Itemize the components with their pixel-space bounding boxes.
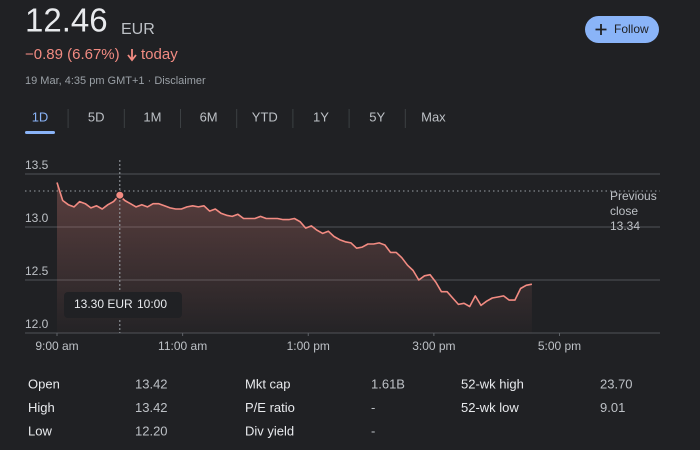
stat-value: - [371, 400, 375, 415]
active-tab-underline [25, 131, 55, 134]
down-arrow [127, 49, 137, 62]
stat-label: P/E ratio [245, 400, 295, 415]
y-tick-label: 13.5 [25, 158, 49, 172]
range-tab[interactable]: 1D [32, 109, 49, 124]
follow-label[interactable]: Follow [614, 22, 649, 36]
stat-label: 52-wk low [461, 400, 519, 415]
plus-icon [595, 24, 607, 35]
timestamp-text: 19 Mar, 4:35 pm GMT+1 · [25, 75, 154, 87]
stat-label: High [28, 400, 55, 415]
stat-label: Div yield [245, 423, 294, 438]
stat-label: Low [28, 423, 52, 438]
range-tab[interactable]: 1Y [313, 109, 329, 124]
y-tick-label: 13.0 [25, 211, 49, 225]
disclaimer[interactable]: Disclaimer [154, 75, 206, 87]
previous-close-value: 13.34 [610, 218, 641, 233]
x-tick-label: 5:00 pm [538, 339, 581, 353]
stat-value: 13.42 [135, 400, 168, 415]
range-tabs: 1D 5D 1M 6M YTD 1Y 5Y Max [25, 109, 446, 134]
x-tick-label: 3:00 pm [412, 339, 455, 353]
stat-label: 52-wk high [461, 376, 524, 391]
range-tab[interactable]: Max [421, 109, 446, 124]
follow-bg[interactable] [585, 16, 659, 43]
currency: EUR [121, 21, 155, 38]
timestamp: 19 Mar, 4:35 pm GMT+1 · Disclaimer [25, 75, 206, 87]
stats: Open 13.42 High 13.42 Low 12.20 Mkt cap 1.61B P/… [28, 376, 633, 438]
range-tab[interactable]: 1M [143, 109, 161, 124]
range-tab[interactable]: 6M [200, 109, 218, 124]
hover-point [115, 190, 125, 200]
range-tab[interactable]: 5D [88, 109, 105, 124]
stat-value: 13.42 [135, 376, 168, 391]
follow-button[interactable]: Follow [585, 16, 659, 43]
previous-close-label: Previous close [610, 188, 657, 218]
chart: 12.0 12.5 13.0 13.5 9:00 am 11:00 am 1:00 pm 3:… [25, 158, 660, 353]
change-suffix: today [141, 46, 178, 63]
y-tick-label: 12.5 [25, 264, 49, 278]
price-line [56, 182, 533, 308]
range-tab[interactable]: YTD [252, 109, 278, 124]
stat-value: 9.01 [600, 400, 625, 415]
stat-value: - [371, 423, 375, 438]
tooltip-value: 13.30 EUR [74, 297, 133, 311]
stat-value: 12.20 [135, 423, 168, 438]
y-tick-label: 12.0 [25, 317, 49, 331]
x-tick-label: 1:00 pm [287, 339, 330, 353]
x-tick-label: 11:00 am [158, 339, 207, 353]
stat-value: 23.70 [600, 376, 633, 391]
tooltip-time: 10:00 [137, 297, 167, 311]
change: −0.89 (6.67%) [25, 46, 120, 63]
price: 12.46 [25, 2, 108, 39]
stat-label: Open [28, 376, 60, 391]
x-tick-label: 9:00 am [35, 339, 78, 353]
stat-label: Mkt cap [245, 376, 291, 391]
stat-value: 1.61B [371, 376, 405, 391]
tooltip-bg [64, 292, 182, 318]
range-tab[interactable]: 5Y [369, 109, 385, 124]
